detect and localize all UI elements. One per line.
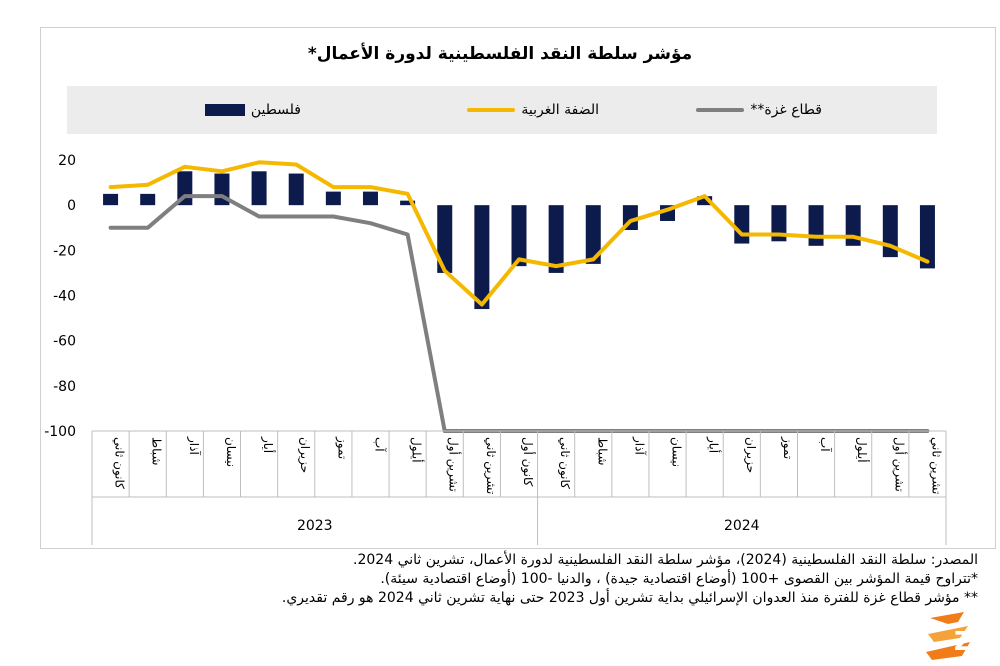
bar bbox=[362, 191, 378, 206]
bar bbox=[288, 173, 304, 206]
x-tick-label: تشرين أول bbox=[446, 437, 462, 492]
footnote-range: *تتراوح قيمة المؤشر بين القصوى +100 (أوض… bbox=[380, 571, 978, 587]
x-tick-label: أيار bbox=[706, 436, 722, 453]
footnote-gaza: ** مؤشر قطاع غزة للفترة منذ العدوان الإس… bbox=[281, 590, 978, 606]
x-tick-label: آب bbox=[372, 437, 387, 452]
x-tick-label: حزيران bbox=[743, 437, 758, 473]
bar bbox=[734, 205, 750, 244]
x-tick-label: نيسان bbox=[224, 437, 238, 467]
year-label: 2023 bbox=[297, 518, 333, 534]
line-west-bank bbox=[108, 160, 930, 307]
line-series bbox=[108, 160, 930, 433]
x-tick-label: أيلول bbox=[854, 437, 870, 463]
x-tick-label: كانون ثاني bbox=[557, 437, 572, 489]
bar bbox=[585, 205, 601, 264]
site-logo-icon: ZB bbox=[926, 612, 993, 660]
y-tick-label: -20 bbox=[53, 243, 76, 259]
x-tick-label: شباط bbox=[150, 437, 164, 465]
y-axis: 20 0 -20 -40 -60 -80 -100 bbox=[44, 153, 76, 440]
x-tick-label: آذار bbox=[631, 436, 647, 455]
x-tick-label: حزيران bbox=[297, 437, 312, 473]
y-tick-label: 20 bbox=[58, 153, 76, 169]
x-tick-label: آذار bbox=[186, 436, 202, 455]
x-tick-label: نيسان bbox=[670, 437, 684, 467]
bar bbox=[771, 205, 787, 242]
x-tick-label: أيلول bbox=[409, 437, 425, 463]
legend-swatch-west-bank bbox=[467, 108, 516, 112]
x-tick-label: تشرين ثاني bbox=[928, 437, 943, 494]
legend-swatch-palestine bbox=[204, 104, 245, 116]
logo-text: ZB bbox=[954, 627, 993, 657]
footnote-source: المصدر: سلطة النقد الفلسطينية (2024)، مؤ… bbox=[353, 552, 978, 568]
legend-label-palestine: فلسطين bbox=[250, 102, 301, 118]
x-tick-label: تشرين أول bbox=[891, 437, 907, 492]
x-tick-label: كانون ثاني bbox=[112, 437, 127, 489]
legend-swatch-gaza bbox=[696, 108, 745, 112]
bar bbox=[511, 205, 527, 267]
x-tick-label: آب bbox=[818, 437, 833, 452]
bar bbox=[919, 205, 935, 269]
x-tick-label: شباط bbox=[595, 437, 609, 465]
bar bbox=[437, 205, 453, 273]
bar bbox=[400, 200, 416, 206]
bar bbox=[103, 193, 119, 206]
year-label: 2024 bbox=[724, 518, 760, 534]
legend-label-gaza: قطاع غزة** bbox=[750, 102, 822, 118]
legend-label-west-bank: الضفة الغربية bbox=[521, 102, 599, 118]
bar bbox=[697, 196, 713, 206]
legend-item-palestine: فلسطين bbox=[204, 86, 301, 134]
bar bbox=[140, 193, 156, 206]
y-tick-label: -100 bbox=[44, 424, 76, 440]
x-tick-label: تموز bbox=[780, 436, 795, 459]
x-tick-label: كانون أول bbox=[520, 437, 536, 487]
y-tick-label: -40 bbox=[53, 289, 76, 305]
bar-series-palestine bbox=[103, 171, 935, 310]
bar bbox=[548, 205, 564, 273]
bar bbox=[325, 191, 341, 206]
x-axis: كانون ثاني شباط آذار نيسان أيار حزيران تموز آب أ… bbox=[91, 430, 947, 545]
x-tick-label: تموز bbox=[334, 436, 349, 459]
bar bbox=[474, 205, 490, 310]
x-tick-label: تشرين ثاني bbox=[483, 437, 498, 494]
y-tick-label: -60 bbox=[53, 334, 76, 350]
legend: فلسطين الضفة الغربية قطاع غزة** bbox=[67, 86, 937, 134]
bar bbox=[808, 205, 824, 246]
y-tick-label: 0 bbox=[67, 198, 76, 214]
y-tick-label: -80 bbox=[53, 379, 76, 395]
x-tick-label: أيار bbox=[260, 436, 276, 453]
chart-title: مؤشر سلطة النقد الفلسطينية لدورة الأعمال… bbox=[307, 44, 693, 64]
legend-item-west-bank: الضفة الغربية bbox=[467, 86, 599, 134]
bar bbox=[251, 171, 267, 206]
footnotes: المصدر: سلطة النقد الفلسطينية (2024)، مؤ… bbox=[78, 551, 978, 608]
plot-area: 20 0 -20 -40 -60 -80 -100 كانون ثاني شباط آذار ني… bbox=[44, 153, 947, 545]
legend-item-gaza: قطاع غزة** bbox=[696, 86, 822, 134]
